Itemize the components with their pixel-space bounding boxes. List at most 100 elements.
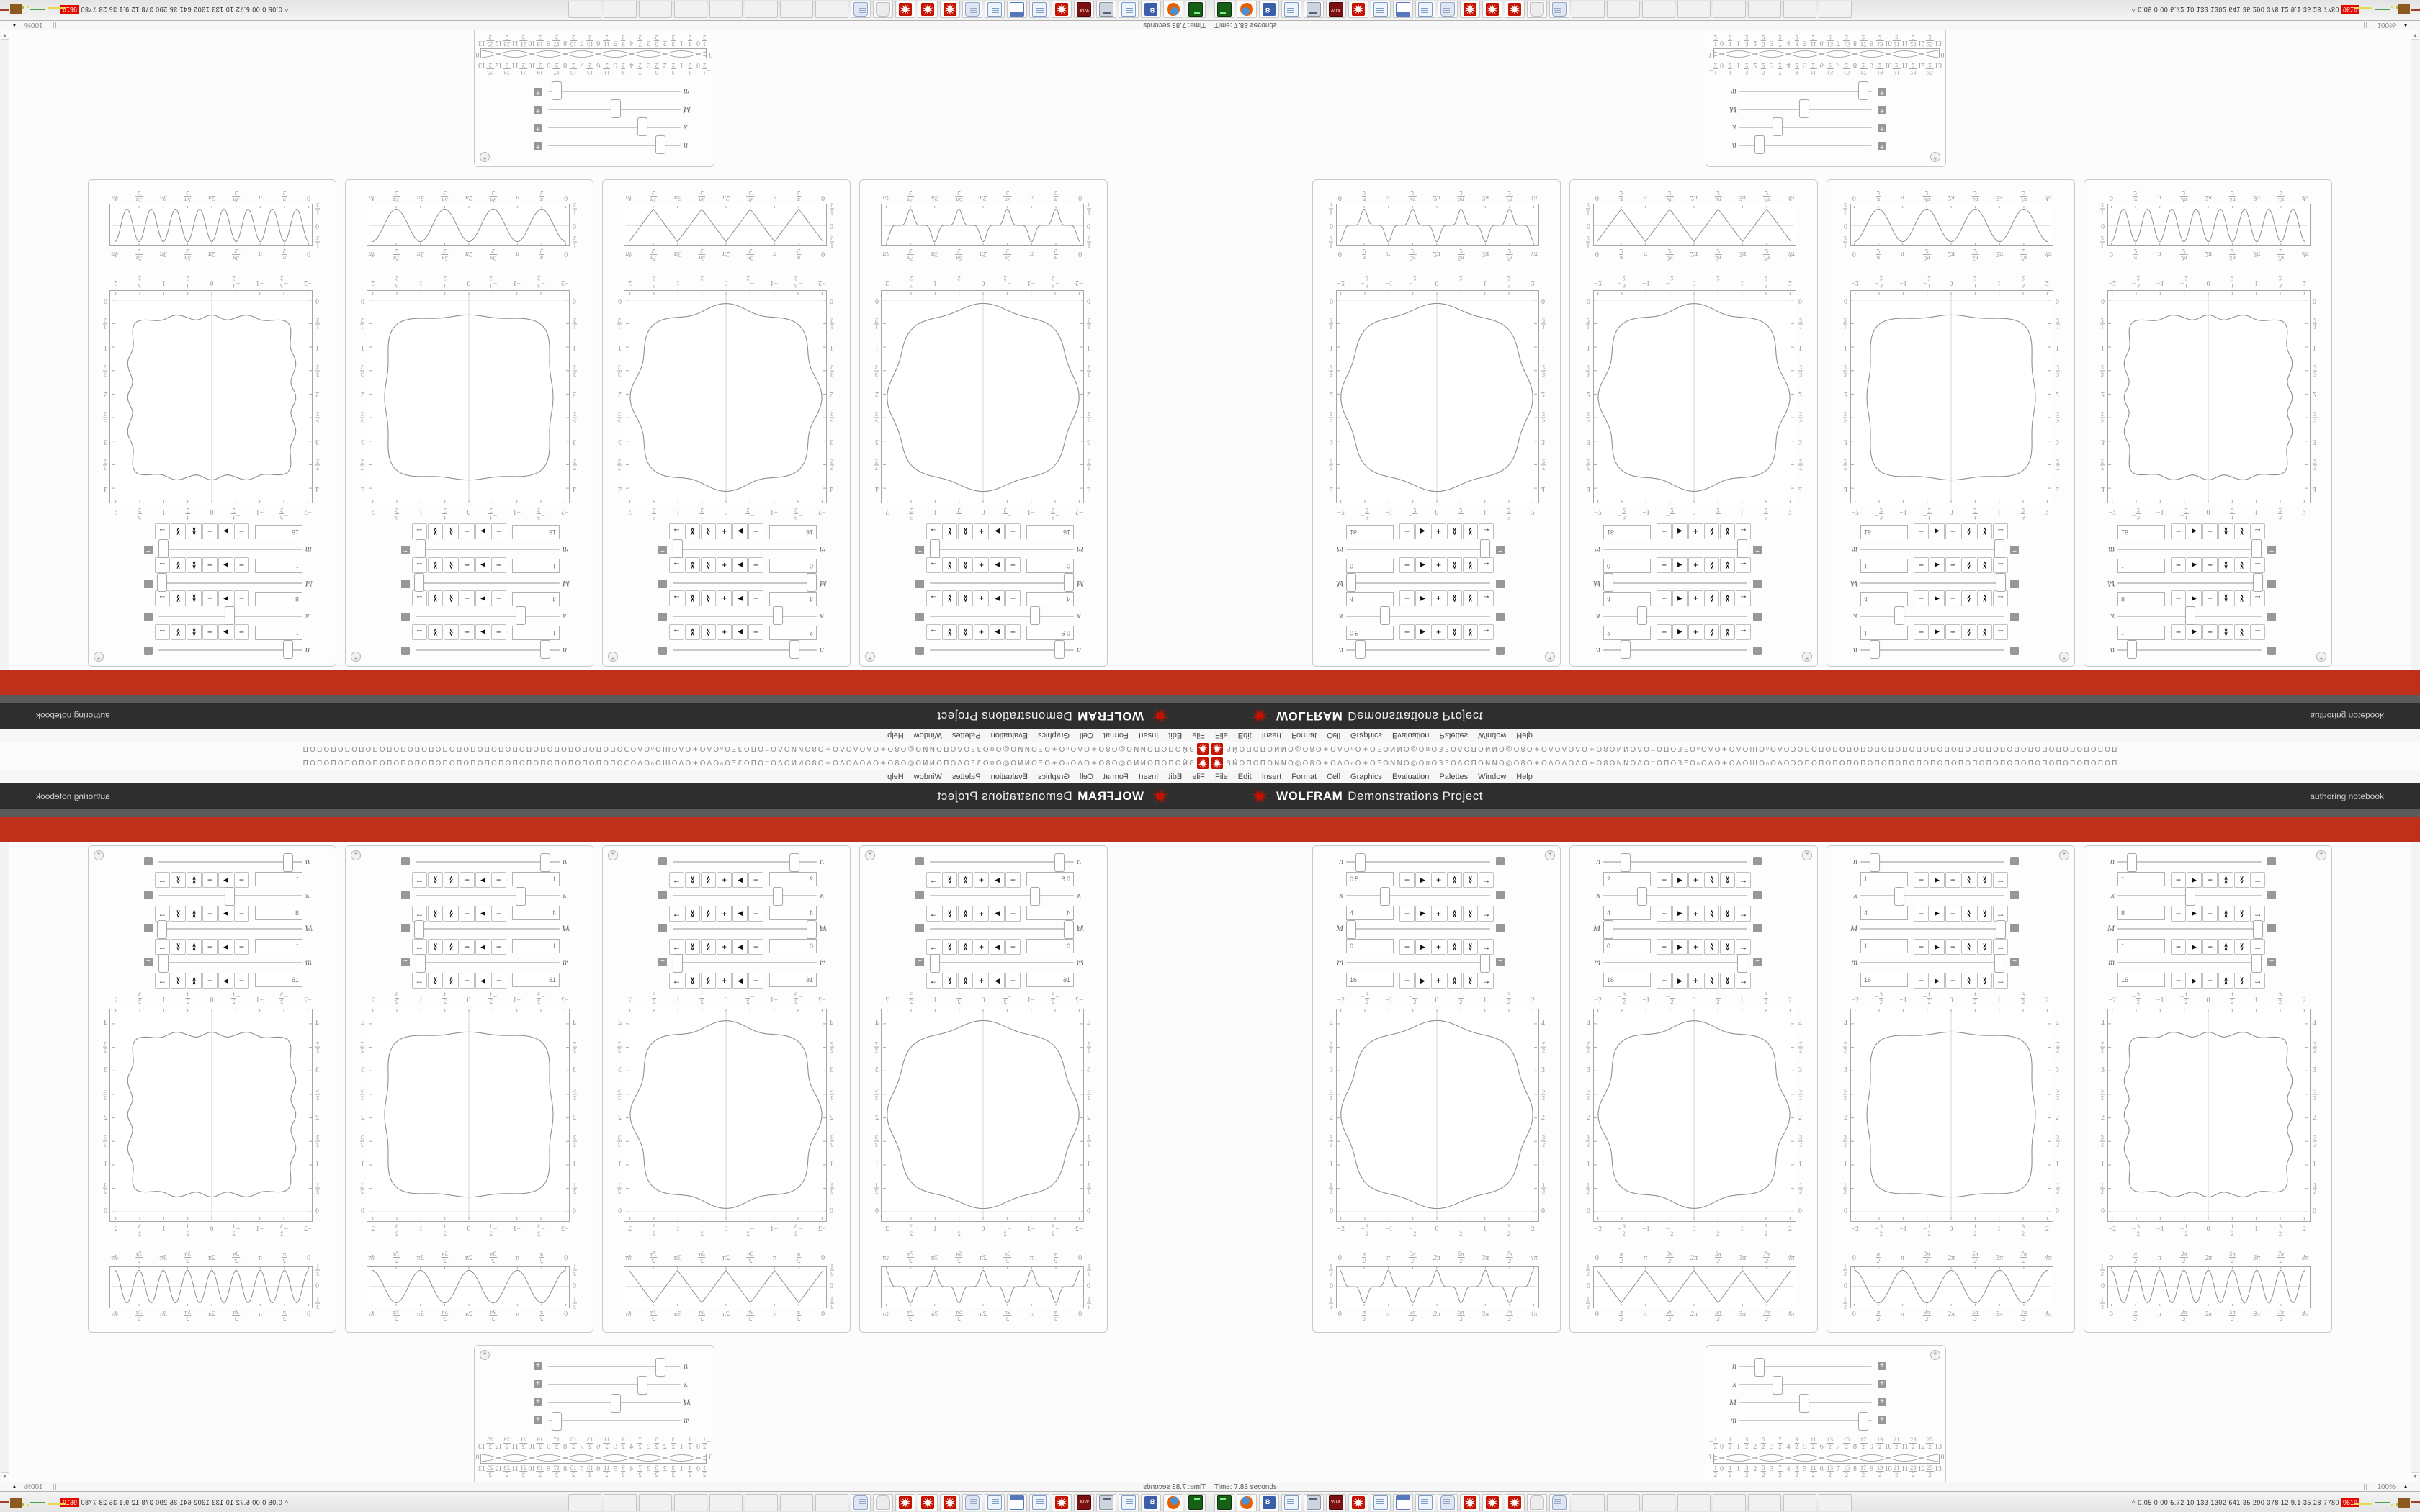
slider-track[interactable]	[548, 127, 681, 128]
menu-item-help[interactable]: Help	[887, 773, 904, 781]
taskbar-empty-button[interactable]	[745, 1, 778, 18]
anim-plus-button[interactable]: +	[1945, 905, 1960, 922]
anim-plus-button[interactable]: +	[2202, 872, 2218, 888]
slider-thumb[interactable]	[2185, 886, 2195, 906]
anim-play-button[interactable]: ▶	[1930, 973, 1945, 989]
taskbar-button-window-blue[interactable]	[1393, 1, 1413, 18]
taskbar-button-notepad[interactable]	[1371, 1494, 1391, 1511]
slider-value-input[interactable]: 2	[1603, 872, 1651, 886]
anim-direction-button[interactable]: →	[1479, 905, 1494, 922]
slider-collapse-button[interactable]: +	[534, 1416, 542, 1424]
anim-direction-button[interactable]: →	[1993, 872, 2008, 888]
slider-thumb[interactable]	[2251, 954, 2262, 973]
taskbar-empty-button[interactable]	[1748, 1, 1781, 18]
anim-faster-button[interactable]: ∧ ∧	[1961, 939, 1976, 955]
menu-item-evaluation[interactable]: Evaluation	[1392, 773, 1430, 781]
taskbar-button-window-blue[interactable]	[1007, 1494, 1027, 1511]
anim-slower-button[interactable]: ∨ ∨	[1720, 872, 1735, 888]
anim-faster-button[interactable]: ∧ ∧	[1961, 872, 1976, 888]
taskbar-empty-button[interactable]	[815, 1494, 848, 1511]
taskbar-button-floppy[interactable]	[1259, 1494, 1279, 1511]
anim-faster-button[interactable]: ∧ ∧	[1961, 905, 1976, 922]
anim-play-button[interactable]: ▶	[1672, 872, 1688, 888]
menu-item-graphics[interactable]: Graphics	[1037, 731, 1070, 739]
anim-play-button[interactable]: ▶	[1415, 872, 1430, 888]
anim-slower-button[interactable]: ∨ ∨	[1720, 939, 1735, 955]
taskbar-empty-button[interactable]	[1607, 1, 1640, 18]
taskbar-empty-button[interactable]	[1819, 1, 1852, 18]
anim-play-button[interactable]: ▶	[1672, 905, 1688, 922]
menu-item-edit[interactable]: Edit	[1237, 731, 1252, 739]
menu-item-file[interactable]: File	[1215, 731, 1228, 739]
menu-item-graphics[interactable]: Graphics	[1037, 773, 1070, 781]
slider-value-input[interactable]: 1	[1860, 939, 1908, 954]
slider-track[interactable]	[2118, 962, 2262, 964]
taskbar-button-terminal-green[interactable]	[1214, 1, 1234, 18]
slider-thumb[interactable]	[2127, 853, 2137, 872]
slider-track[interactable]	[1739, 127, 1872, 128]
anim-minus-button[interactable]: −	[1399, 872, 1415, 888]
notebook-toolbar[interactable]: BN̈ΟΠΟΠΟΝΝΟ◎Ο8Ο+ΟΔΟ₀Ο+ΟΞΟΝΝΟ◎ΟπΟ3ΞΟΔΟΠΟΝ…	[1210, 741, 2420, 756]
menu-item-help[interactable]: Help	[1516, 731, 1533, 739]
slider-thumb[interactable]	[1637, 886, 1647, 906]
menu-item-palettes[interactable]: Palettes	[951, 773, 981, 781]
manipulate-menu-icon[interactable]: +	[480, 152, 490, 162]
taskbar-button-notepad[interactable]	[1281, 1494, 1301, 1511]
slider-value-input[interactable]: 4	[1603, 905, 1651, 920]
slider-value-input[interactable]: 0	[1603, 939, 1651, 954]
vertical-scrollbar[interactable]: ▼	[0, 842, 9, 1482]
taskbar-button-spikey[interactable]	[1052, 1, 1072, 18]
taskbar-button-firefox[interactable]	[1237, 1, 1257, 18]
anim-minus-button[interactable]: −	[1914, 872, 1929, 888]
slider-collapse-button[interactable]: +	[534, 1362, 542, 1370]
vertical-scrollbar[interactable]: ▼	[2411, 30, 2420, 670]
slider-value-input[interactable]: 16	[1346, 973, 1394, 988]
magnification-label[interactable]: 100%	[2377, 21, 2396, 29]
taskbar-button-floppy[interactable]	[1141, 1494, 1161, 1511]
spikey-icon[interactable]	[1211, 757, 1223, 769]
slider-value-input[interactable]: 16	[2118, 973, 2165, 988]
slider-track[interactable]	[2118, 928, 2262, 930]
slider-value-input[interactable]: 1	[2118, 939, 2165, 954]
taskbar-button-notepad[interactable]	[1371, 1, 1391, 18]
slider-thumb[interactable]	[1858, 81, 1868, 100]
vertical-scrollbar[interactable]: ▼	[2411, 842, 2420, 1482]
taskbar-button-notepad[interactable]	[1119, 1, 1139, 18]
slider-thumb[interactable]	[1799, 99, 1809, 118]
taskbar-button-ghost-gray[interactable]	[873, 1494, 893, 1511]
slider-thumb[interactable]	[655, 1358, 666, 1377]
slider-track[interactable]	[1739, 1384, 1872, 1385]
anim-faster-button[interactable]: ∧ ∧	[1447, 872, 1462, 888]
slider-track[interactable]	[1860, 928, 2004, 930]
slider-thumb[interactable]	[1603, 920, 1613, 940]
taskbar-empty-button[interactable]	[1677, 1, 1711, 18]
anim-plus-button[interactable]: +	[1688, 905, 1703, 922]
menu-item-window[interactable]: Window	[1478, 731, 1507, 739]
slider-track[interactable]	[1603, 928, 1747, 930]
anim-plus-button[interactable]: +	[1431, 973, 1446, 989]
slider-thumb[interactable]	[1870, 853, 1880, 872]
menu-item-file[interactable]: File	[1192, 773, 1205, 781]
taskbar-button-spikey[interactable]	[1460, 1, 1480, 18]
slider-thumb[interactable]	[2253, 920, 2263, 940]
anim-minus-button[interactable]: −	[1914, 939, 1929, 955]
anim-minus-button[interactable]: −	[2171, 872, 2186, 888]
manipulate-menu-icon[interactable]: +	[1930, 1350, 1940, 1360]
slider-value-input[interactable]: 16	[1603, 973, 1651, 988]
taskbar-button-floppy[interactable]	[1141, 1, 1161, 18]
slider-collapse-button[interactable]: −	[2267, 958, 2276, 967]
scroll-down-icon[interactable]: ▼	[1, 1472, 9, 1482]
taskbar-button-firefox[interactable]	[1163, 1494, 1183, 1511]
notebook-toolbar[interactable]: BN̈ΟΠΟΠΟΝΝΟ◎Ο8Ο+ΟΔΟ₀Ο+ΟΞΟΝΝΟ◎ΟπΟ3ΞΟΔΟΠΟΝ…	[0, 741, 1210, 756]
scroll-down-icon[interactable]: ▼	[1, 30, 9, 40]
taskbar-button-media-red[interactable]	[1074, 1494, 1094, 1511]
slider-thumb[interactable]	[552, 81, 562, 100]
taskbar-button-ghost-gray[interactable]	[1527, 1494, 1547, 1511]
anim-faster-button[interactable]: ∧ ∧	[1704, 939, 1719, 955]
taskbar-button-spikey[interactable]	[1348, 1, 1368, 18]
anim-plus-button[interactable]: +	[2202, 905, 2218, 922]
menu-item-help[interactable]: Help	[1516, 773, 1533, 781]
menu-item-evaluation[interactable]: Evaluation	[1392, 731, 1430, 739]
anim-play-button[interactable]: ▶	[1672, 939, 1688, 955]
slider-collapse-button[interactable]: −	[1496, 958, 1505, 967]
